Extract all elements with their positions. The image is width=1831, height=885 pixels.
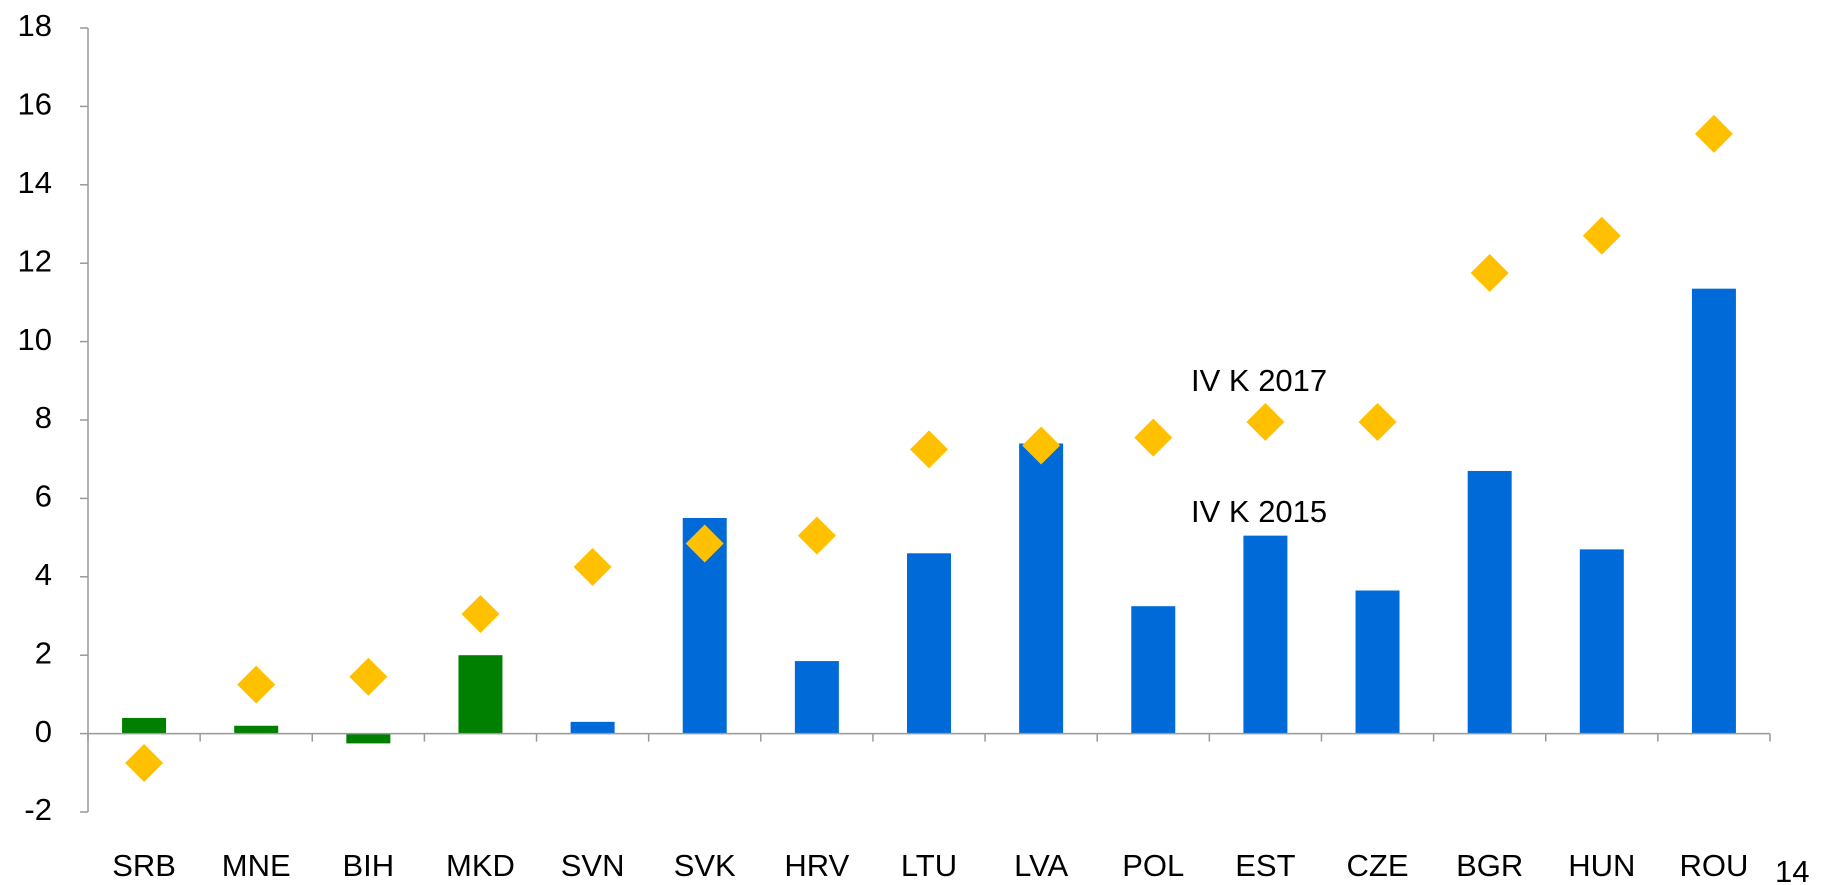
bar [1691, 288, 1736, 734]
bar [122, 717, 167, 734]
diamond-marker [685, 524, 724, 563]
y-tick-label: 4 [35, 557, 52, 592]
x-tick-label: SVK [674, 848, 736, 883]
diamond-marker [237, 665, 276, 704]
y-tick-label: 12 [18, 243, 52, 278]
x-tick-label: LTU [901, 848, 957, 883]
diamond-marker [1358, 402, 1397, 441]
bar [1019, 443, 1064, 734]
page-number: 14 [1775, 854, 1809, 885]
y-tick-label: 0 [35, 714, 52, 749]
x-tick-label: SVN [561, 848, 625, 883]
diamond-marker [797, 516, 836, 555]
diamond-marker [910, 430, 948, 469]
diamond-marker [1246, 402, 1285, 441]
bar [1131, 606, 1176, 734]
diamond-marker [461, 595, 500, 634]
x-tick-label: ROU [1679, 848, 1748, 883]
y-tick-label: 10 [18, 322, 52, 357]
y-tick-label: 8 [35, 400, 52, 435]
annotation-2017: IV K 2017 [1191, 363, 1327, 398]
y-tick-label: 16 [18, 87, 52, 122]
bar [794, 661, 839, 734]
annotation-2015: IV K 2015 [1191, 494, 1327, 529]
diamond-marker [1470, 254, 1509, 292]
y-tick-label: -2 [24, 792, 52, 827]
diamond-marker [349, 657, 388, 696]
x-tick-label: HUN [1568, 848, 1635, 883]
y-tick-label: 18 [18, 8, 52, 43]
diamond-marker [1582, 216, 1621, 255]
diamond-marker [1134, 418, 1173, 457]
x-tick-label: SRB [112, 848, 176, 883]
x-tick-label: MKD [446, 848, 515, 883]
x-tick-label: EST [1235, 848, 1295, 883]
x-tick-label: LVA [1014, 848, 1068, 883]
x-tick-label: POL [1122, 848, 1184, 883]
x-tick-label: BIH [342, 848, 394, 883]
bar [1467, 470, 1512, 734]
bar [1579, 549, 1624, 734]
bar [907, 553, 951, 734]
x-tick-label: CZE [1347, 848, 1409, 883]
bar [346, 733, 391, 744]
diamond-marker [573, 548, 612, 586]
x-tick-label: MNE [222, 848, 291, 883]
diamond-marker [1022, 426, 1061, 465]
bar [1243, 535, 1288, 734]
diamond-marker [125, 744, 164, 782]
y-tick-label: 6 [35, 479, 52, 514]
y-tick-label: 2 [35, 635, 52, 670]
bar [234, 725, 279, 734]
bar [570, 721, 615, 734]
bar [1355, 590, 1400, 734]
x-tick-label: HRV [784, 848, 849, 883]
bar [458, 655, 503, 734]
x-tick-label: BGR [1456, 848, 1523, 883]
diamond-marker [1694, 114, 1733, 153]
y-tick-label: 14 [18, 165, 52, 200]
